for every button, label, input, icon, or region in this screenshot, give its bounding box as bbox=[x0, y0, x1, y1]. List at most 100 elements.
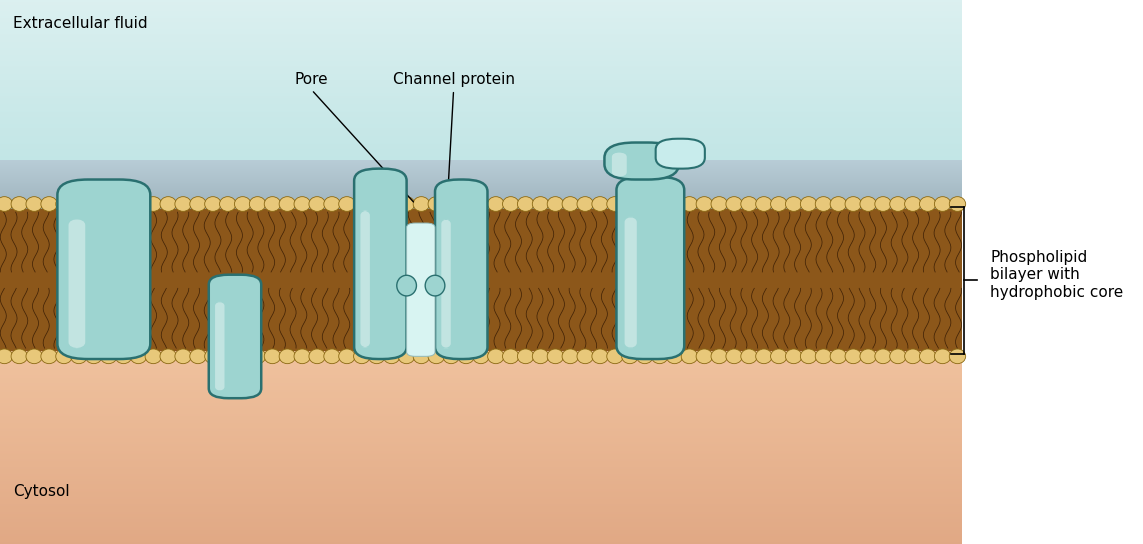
Text: Extracellular fluid: Extracellular fluid bbox=[13, 16, 147, 32]
Ellipse shape bbox=[652, 197, 668, 211]
FancyBboxPatch shape bbox=[360, 211, 370, 348]
Ellipse shape bbox=[889, 349, 906, 364]
Ellipse shape bbox=[637, 197, 653, 211]
Ellipse shape bbox=[86, 349, 102, 364]
Ellipse shape bbox=[56, 349, 72, 364]
Ellipse shape bbox=[115, 197, 131, 211]
Ellipse shape bbox=[425, 275, 445, 296]
Ellipse shape bbox=[26, 197, 42, 211]
Ellipse shape bbox=[175, 349, 191, 364]
Ellipse shape bbox=[874, 197, 892, 211]
Ellipse shape bbox=[919, 349, 936, 364]
Ellipse shape bbox=[338, 197, 355, 211]
Ellipse shape bbox=[323, 349, 341, 364]
Ellipse shape bbox=[323, 197, 341, 211]
Ellipse shape bbox=[145, 349, 161, 364]
Ellipse shape bbox=[145, 197, 161, 211]
Ellipse shape bbox=[726, 197, 742, 211]
Ellipse shape bbox=[860, 197, 877, 211]
Ellipse shape bbox=[830, 349, 847, 364]
Ellipse shape bbox=[397, 275, 416, 296]
Ellipse shape bbox=[607, 197, 623, 211]
Ellipse shape bbox=[652, 349, 668, 364]
Ellipse shape bbox=[815, 197, 832, 211]
Ellipse shape bbox=[383, 349, 400, 364]
Ellipse shape bbox=[427, 197, 445, 211]
Ellipse shape bbox=[622, 197, 638, 211]
Ellipse shape bbox=[368, 349, 385, 364]
FancyBboxPatch shape bbox=[215, 302, 224, 391]
Ellipse shape bbox=[503, 349, 519, 364]
Ellipse shape bbox=[264, 197, 281, 211]
Ellipse shape bbox=[26, 349, 42, 364]
Ellipse shape bbox=[205, 349, 221, 364]
Ellipse shape bbox=[845, 349, 862, 364]
Ellipse shape bbox=[756, 349, 772, 364]
Ellipse shape bbox=[666, 349, 682, 364]
Ellipse shape bbox=[815, 349, 832, 364]
Ellipse shape bbox=[934, 197, 951, 211]
Ellipse shape bbox=[279, 197, 296, 211]
Ellipse shape bbox=[473, 197, 489, 211]
Ellipse shape bbox=[219, 197, 235, 211]
Ellipse shape bbox=[681, 197, 697, 211]
Ellipse shape bbox=[279, 349, 296, 364]
FancyBboxPatch shape bbox=[435, 180, 487, 359]
Ellipse shape bbox=[0, 349, 13, 364]
Ellipse shape bbox=[577, 197, 593, 211]
Ellipse shape bbox=[130, 349, 146, 364]
Ellipse shape bbox=[518, 349, 534, 364]
Ellipse shape bbox=[101, 349, 117, 364]
Ellipse shape bbox=[160, 197, 176, 211]
FancyBboxPatch shape bbox=[209, 275, 262, 398]
Ellipse shape bbox=[234, 197, 250, 211]
Ellipse shape bbox=[338, 349, 355, 364]
FancyBboxPatch shape bbox=[407, 223, 435, 356]
Ellipse shape bbox=[726, 349, 742, 364]
Ellipse shape bbox=[71, 197, 87, 211]
Ellipse shape bbox=[696, 349, 712, 364]
Ellipse shape bbox=[488, 349, 504, 364]
Ellipse shape bbox=[741, 349, 757, 364]
Ellipse shape bbox=[264, 349, 281, 364]
Ellipse shape bbox=[874, 349, 892, 364]
Ellipse shape bbox=[756, 197, 772, 211]
Ellipse shape bbox=[904, 197, 921, 211]
Ellipse shape bbox=[577, 349, 593, 364]
Ellipse shape bbox=[11, 197, 27, 211]
Ellipse shape bbox=[904, 349, 921, 364]
Ellipse shape bbox=[711, 349, 727, 364]
Ellipse shape bbox=[219, 349, 235, 364]
Ellipse shape bbox=[681, 349, 697, 364]
Ellipse shape bbox=[845, 197, 862, 211]
Ellipse shape bbox=[800, 197, 817, 211]
Ellipse shape bbox=[458, 349, 474, 364]
FancyBboxPatch shape bbox=[612, 152, 626, 177]
Ellipse shape bbox=[71, 349, 87, 364]
Ellipse shape bbox=[190, 349, 206, 364]
Ellipse shape bbox=[443, 349, 459, 364]
Ellipse shape bbox=[666, 197, 682, 211]
Text: Pore: Pore bbox=[295, 72, 328, 87]
Ellipse shape bbox=[934, 349, 951, 364]
Ellipse shape bbox=[547, 197, 563, 211]
Ellipse shape bbox=[592, 349, 608, 364]
Ellipse shape bbox=[950, 197, 966, 211]
Ellipse shape bbox=[294, 197, 311, 211]
Ellipse shape bbox=[130, 197, 146, 211]
Ellipse shape bbox=[56, 197, 72, 211]
Ellipse shape bbox=[919, 197, 936, 211]
Ellipse shape bbox=[950, 349, 966, 364]
Text: Phospholipid
bilayer with
hydrophobic core: Phospholipid bilayer with hydrophobic co… bbox=[990, 250, 1124, 300]
FancyBboxPatch shape bbox=[624, 217, 637, 348]
FancyBboxPatch shape bbox=[605, 143, 679, 180]
Ellipse shape bbox=[413, 197, 430, 211]
Ellipse shape bbox=[518, 197, 534, 211]
Ellipse shape bbox=[607, 349, 623, 364]
Ellipse shape bbox=[309, 197, 326, 211]
Ellipse shape bbox=[413, 349, 430, 364]
Ellipse shape bbox=[190, 197, 206, 211]
Ellipse shape bbox=[785, 197, 802, 211]
Ellipse shape bbox=[592, 197, 608, 211]
Ellipse shape bbox=[830, 197, 847, 211]
